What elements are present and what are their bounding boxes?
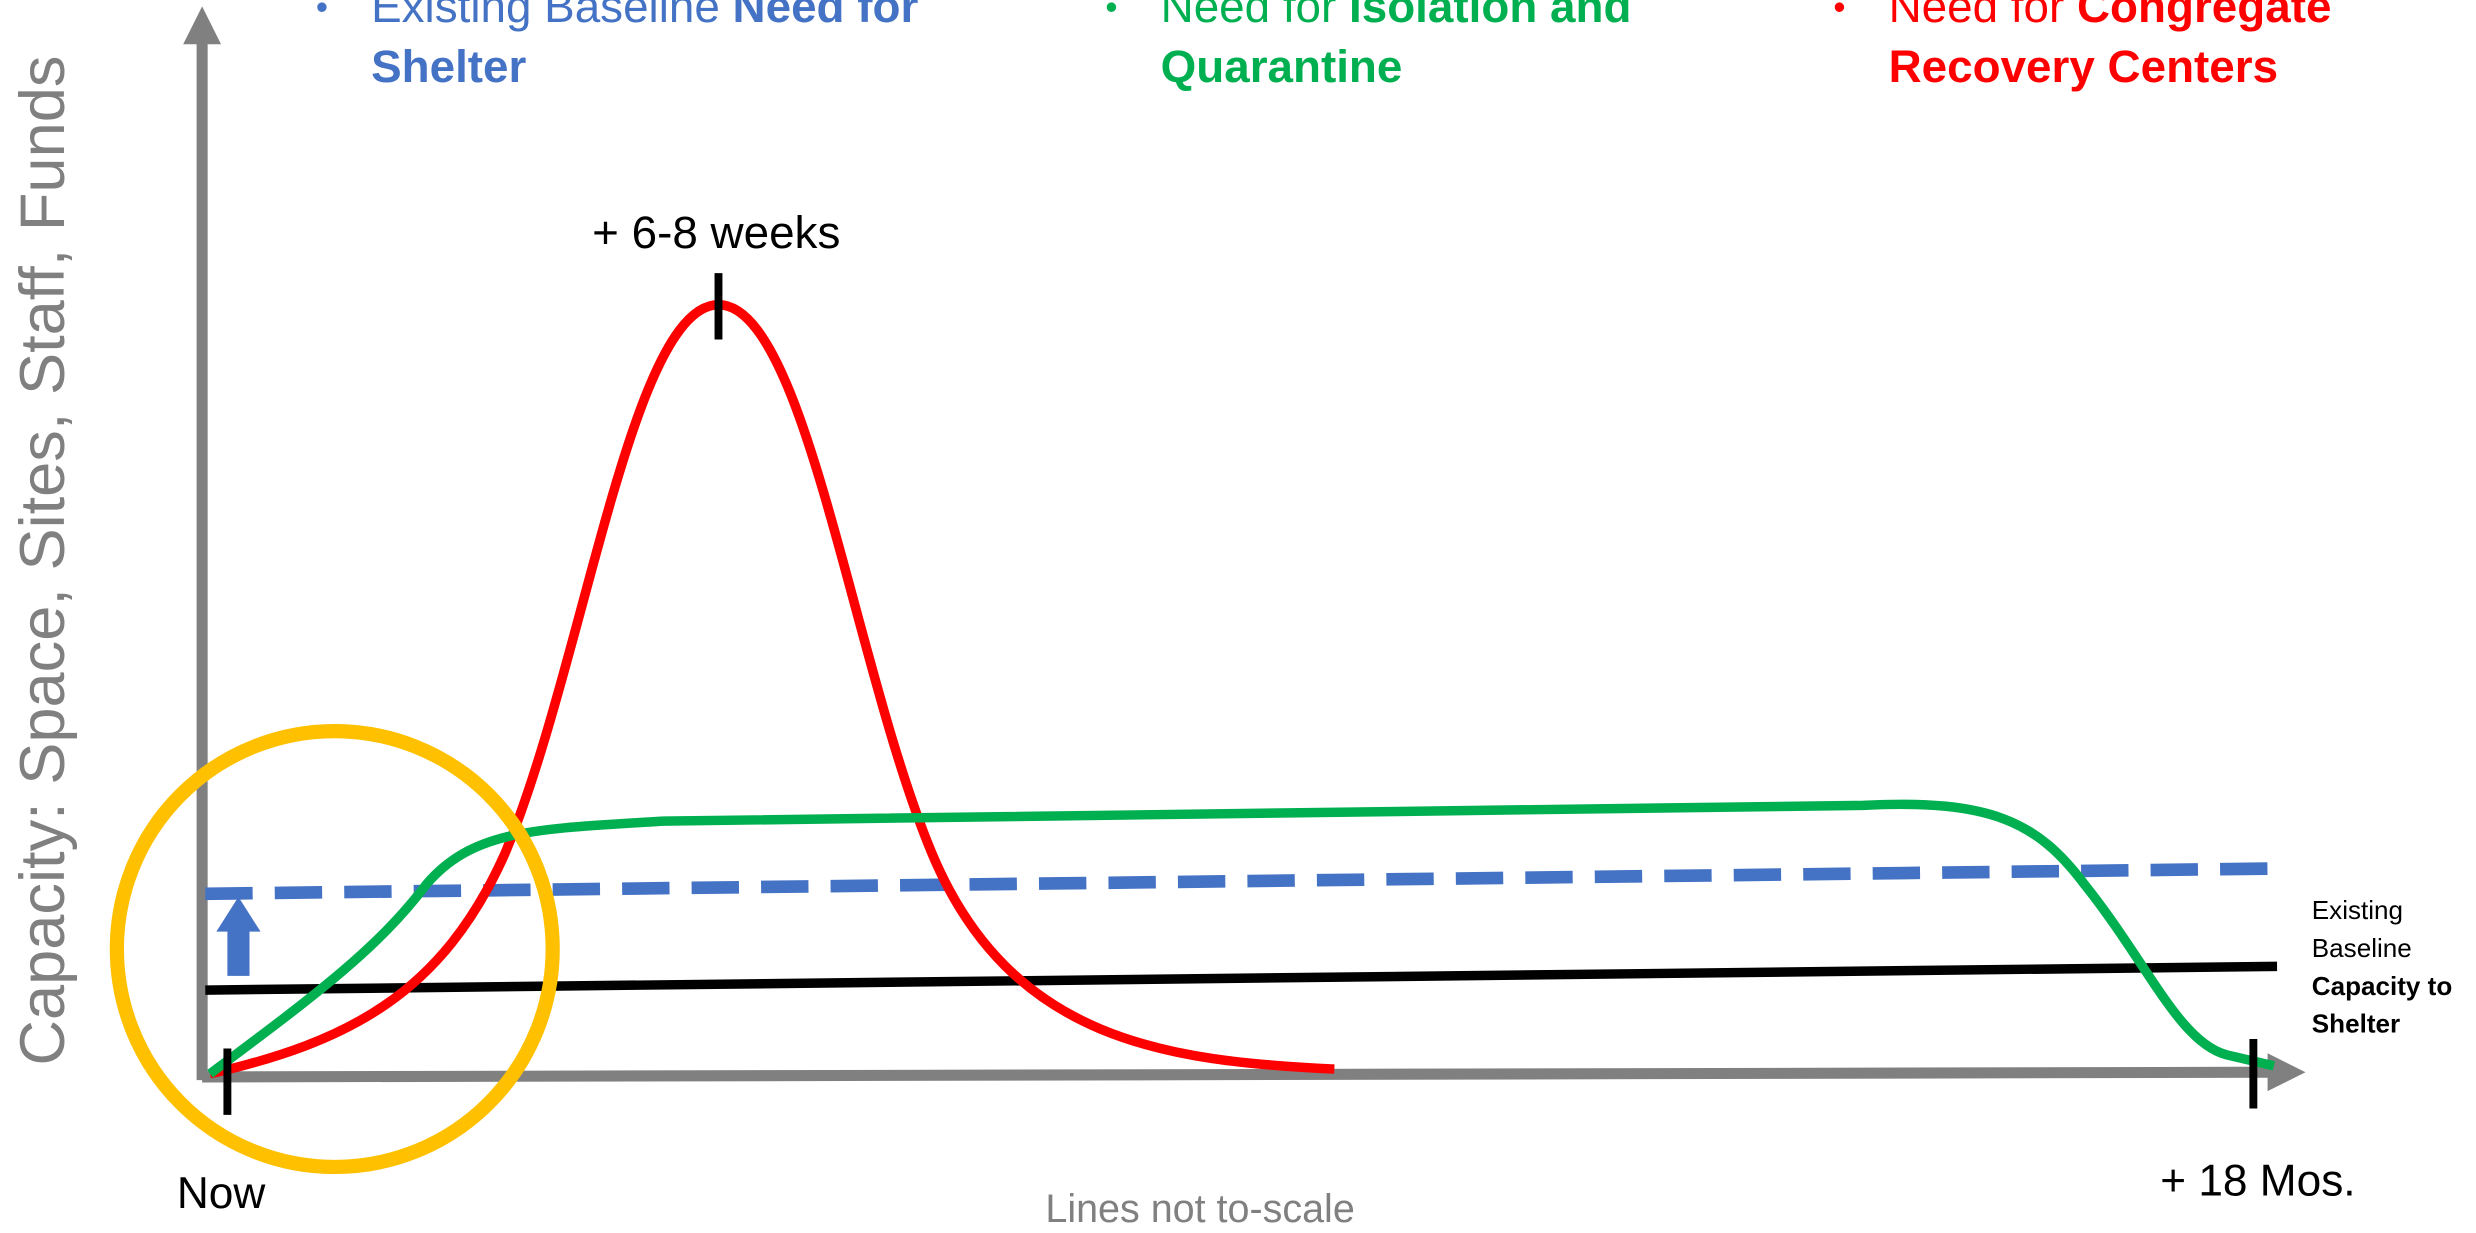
x-axis (202, 1066, 2274, 1083)
legend-bold: Need for Shelter (371, 0, 919, 94)
isolation-curve (207, 799, 2275, 1078)
peak-label: + 6-8 weeks (592, 208, 841, 259)
legend-item: • Need for Isolation and Quarantine (1105, 0, 1729, 98)
increase-arrow-shaft (227, 928, 250, 976)
legend-text: Need for (1888, 0, 2077, 34)
baseline-label-bold: Capacity to Shelter (2311, 972, 2453, 1040)
baseline-label-text: Existing Baseline (2311, 896, 2412, 964)
y-axis-arrow (183, 6, 222, 45)
legend-text: Need for (1160, 0, 1350, 34)
y-axis-label: Capacity: Space, Sites, Staff, Funds (8, 55, 79, 1066)
baseline-label: Existing Baseline Capacity to Shelter (2312, 892, 2470, 1044)
increase-arrow-head (216, 896, 261, 932)
legend-bold: Isolation and Quarantine (1160, 0, 1632, 94)
end-label: + 18 Mos. (2160, 1155, 2356, 1205)
legend-bold: Congregate Recovery Centers (1888, 0, 2332, 94)
legend-item: • Existing Baseline Need for Shelter (316, 0, 1034, 98)
legend-item: • Need for Congregate Recovery Centers (1833, 0, 2426, 98)
baseline-capacity-line (205, 961, 2278, 995)
x-axis-arrow (2267, 1053, 2306, 1092)
start-label: Now (176, 1168, 266, 1218)
highlight-circle (109, 724, 560, 1175)
congregate-curve (208, 300, 1335, 1079)
scale-note: Lines not to-scale (1045, 1187, 1355, 1232)
baseline-need-line (205, 862, 2278, 901)
legend-text: Existing Baseline (371, 0, 733, 34)
